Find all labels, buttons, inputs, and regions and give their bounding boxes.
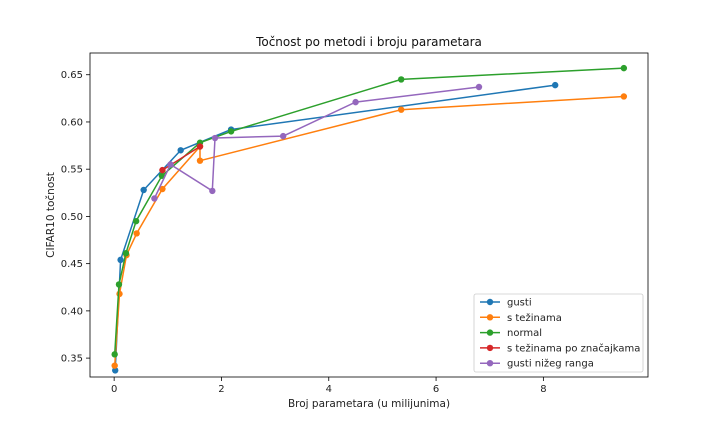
data-point	[620, 93, 628, 100]
x-tick-label: 2	[218, 384, 224, 395]
data-point	[397, 76, 405, 83]
x-tick-label: 8	[540, 384, 546, 395]
legend-swatch-marker	[486, 344, 494, 352]
data-point	[140, 186, 147, 194]
y-tick-label: 0.55	[61, 165, 83, 176]
data-point	[620, 64, 628, 72]
data-point	[151, 195, 158, 202]
y-tick-label: 0.40	[61, 306, 83, 317]
legend-swatch-marker	[486, 360, 494, 367]
legend-swatch-marker	[486, 329, 494, 336]
data-point	[209, 187, 216, 195]
data-point	[352, 98, 359, 106]
legend-entry: s težinama	[480, 312, 562, 324]
data-point	[115, 281, 123, 288]
y-tick-label: 0.35	[61, 354, 83, 365]
x-tick-label: 6	[433, 384, 439, 395]
data-point	[475, 83, 483, 91]
data-point	[116, 290, 123, 298]
legend-box	[473, 293, 644, 373]
data-point	[112, 367, 119, 374]
data-point	[117, 256, 124, 264]
data-point	[159, 185, 166, 193]
chart-title: Točnost po metodi i broju parametara	[255, 35, 482, 49]
data-point	[279, 132, 287, 140]
data-point	[158, 172, 166, 179]
legend-label: s težinama	[507, 312, 562, 324]
data-point	[167, 161, 174, 168]
data-point	[227, 128, 235, 135]
legend-entry: normal	[480, 328, 542, 339]
x-tick-label: 4	[326, 384, 332, 395]
y-axis-label: CIFAR10 točnost	[45, 172, 57, 258]
y-tick-label: 0.45	[61, 259, 83, 270]
legend-entry: gusti nižeg ranga	[480, 358, 594, 370]
legend-swatch-marker	[486, 298, 494, 306]
x-axis: 0 2 4 6 8	[111, 377, 547, 395]
legend-swatch-marker	[486, 314, 494, 321]
legend-label: s težinama po značajkama	[507, 342, 640, 354]
data-point	[132, 217, 140, 225]
data-point	[211, 134, 219, 142]
data-point	[111, 362, 118, 369]
legend-label: normal	[507, 328, 542, 339]
plot-frame	[89, 52, 649, 378]
data-point	[133, 230, 140, 237]
legend: gusti s težinama normal s težinama po znača…	[473, 293, 644, 373]
data-point	[551, 81, 559, 89]
y-tick-label: 0.50	[61, 212, 83, 223]
data-point	[397, 106, 405, 113]
legend-label: gusti	[507, 298, 532, 309]
y-tick-label: 0.60	[61, 117, 83, 128]
legend-entry: s težinama po značajkama	[480, 342, 640, 354]
data-point	[196, 157, 204, 164]
plot-area	[111, 64, 628, 374]
y-tick-label: 0.65	[61, 70, 83, 81]
data-point	[196, 143, 204, 150]
legend-label: gusti nižeg ranga	[507, 358, 594, 370]
y-axis: 0.35 0.40 0.45 0.50 0.55 0.60 0.65	[61, 70, 90, 365]
data-point	[159, 166, 166, 174]
data-point	[177, 147, 184, 154]
legend-entry: gusti	[480, 298, 532, 309]
data-point	[122, 250, 130, 257]
x-axis-label: Broj parametara (u milijunima)	[288, 398, 450, 410]
data-point	[111, 351, 118, 358]
x-tick-label: 0	[111, 384, 117, 395]
series-4	[151, 83, 483, 202]
